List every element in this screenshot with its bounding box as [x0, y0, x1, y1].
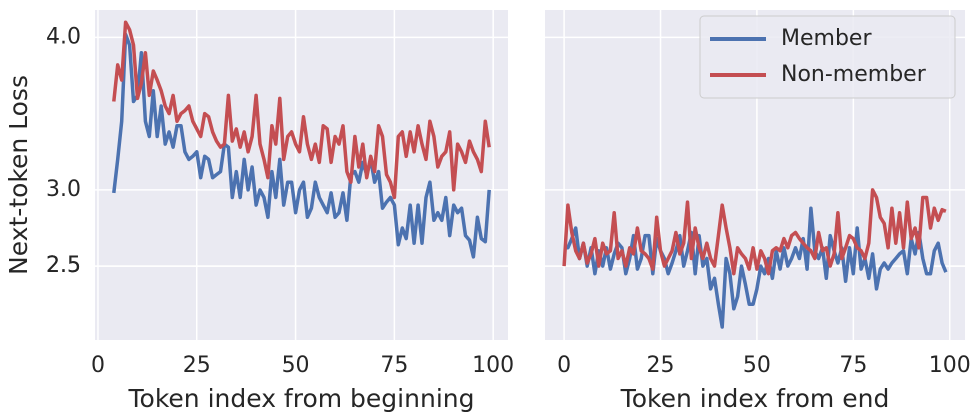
legend-label: Non-member [781, 62, 927, 87]
x-tick-label: 0 [91, 353, 105, 378]
x-axis-label: Token index from end [620, 384, 890, 413]
y-tick-label: 4.0 [46, 24, 81, 49]
x-axis-label: Token index from beginning [128, 384, 475, 413]
x-tick-label: 75 [380, 353, 408, 378]
y-tick-label: 2.5 [46, 253, 81, 278]
x-tick-label: 0 [557, 353, 571, 378]
series-line [562, 188, 947, 276]
y-tick-label: 3.0 [46, 177, 81, 202]
legend-label: Member [781, 26, 872, 51]
x-tick-label: 100 [472, 353, 514, 378]
panel: 0 25 50 75 100 Token index from end Member Non-… [545, 10, 971, 413]
plot-area [95, 10, 508, 340]
legend-box [699, 15, 956, 99]
x-tick-label: 75 [839, 353, 867, 378]
y-tick-label: 2.5 [46, 253, 81, 278]
series-line [112, 20, 491, 200]
series-line [112, 32, 491, 259]
x-tick-label: 50 [282, 353, 310, 378]
x-tick-label: 100 [929, 353, 971, 378]
x-tick-label: 25 [647, 353, 675, 378]
y-axis-label: Next-token Loss [4, 75, 33, 275]
x-tick-label: 25 [183, 353, 211, 378]
series-line [564, 206, 948, 329]
x-tick-label: 50 [743, 353, 771, 378]
